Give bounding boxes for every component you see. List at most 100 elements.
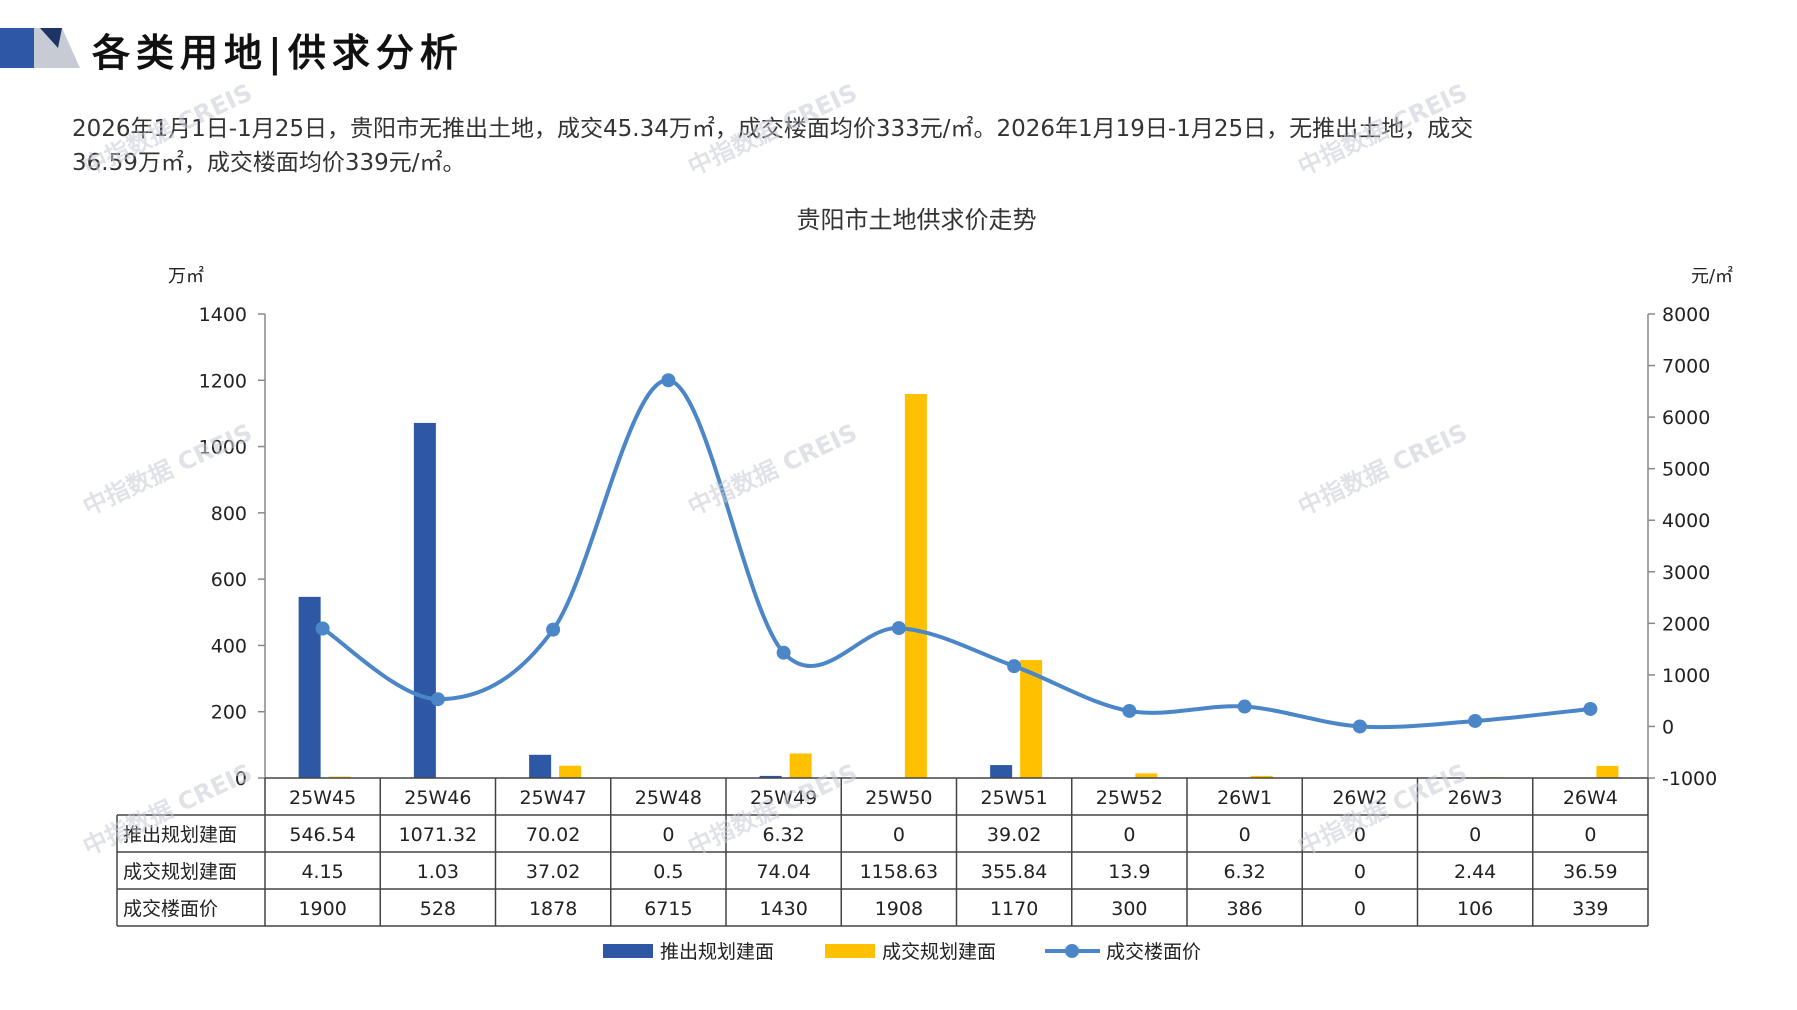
category-label: 25W49 [750,787,817,809]
bar-supply [759,775,782,778]
chart-container: 贵阳市土地供求价走势 万㎡ 元/㎡ 0 200 400 600 800 1000 1200 1400… [0,190,1797,990]
y-left-tick-label: 1000 [199,437,247,459]
table-cell: 70.02 [526,824,580,846]
bar-supply [298,596,321,778]
y-right-tick-label: 5000 [1662,459,1710,481]
table-cell: 386 [1226,898,1262,920]
summary-line-1: 2026年1月1日-1月25日，贵阳市无推出土地，成交45.34万㎡，成交楼面均… [72,116,1474,142]
table-cell: 74.04 [756,861,810,883]
table-cell: 0 [1354,861,1366,883]
category-label: 25W52 [1096,787,1163,809]
legend-label-supply: 推出规划建面 [660,941,774,963]
y-right-tick-label: 3000 [1662,562,1710,584]
table-row-header: 成交规划建面 [123,861,237,883]
brand-mark-icon [0,28,80,68]
legend-label-deal: 成交规划建面 [882,941,996,963]
table-cell: 339 [1572,898,1608,920]
category-label: 25W48 [635,787,702,809]
y-left-tick-label: 1200 [199,370,247,392]
table-cell: 4.15 [301,861,343,883]
table-cell: 1900 [298,898,346,920]
table-cell: 0 [1354,898,1366,920]
bar-supply [529,754,552,778]
price-point [1468,713,1483,728]
table-cell: 1170 [990,898,1038,920]
category-label: 25W46 [404,787,471,809]
price-point [1007,659,1022,674]
table-cell: 546.54 [289,824,355,846]
bar-deal [1596,765,1619,778]
price-point [661,373,676,388]
price-point [891,621,906,636]
page-title: 各类用地|供求分析 [92,30,464,75]
price-point [776,645,791,660]
y-left-tick-label: 0 [235,768,247,790]
table-cell: 355.84 [981,861,1047,883]
table-cell: 6.32 [762,824,804,846]
category-label: 25W47 [520,787,587,809]
price-point [430,692,445,707]
table-cell: 1071.32 [399,824,478,846]
table-cell: 0 [662,824,674,846]
table-cell: 1158.63 [860,861,939,883]
category-label: 26W3 [1448,787,1503,809]
legend-label-price: 成交楼面价 [1106,941,1201,963]
table-cell: 6715 [644,898,692,920]
table-cell: 0 [1239,824,1251,846]
category-label: 26W4 [1563,787,1618,809]
y-right-tick-label: 0 [1662,716,1674,738]
table-cell: 37.02 [526,861,580,883]
table-cell: 2.44 [1454,861,1496,883]
category-label: 25W50 [865,787,932,809]
table-cell: 0.5 [653,861,683,883]
y-right-tick-label: 6000 [1662,407,1710,429]
table-cell: 528 [420,898,456,920]
y-left-tick-label: 200 [211,702,247,724]
price-line [321,378,1591,730]
category-label: 25W45 [289,787,356,809]
table-cell: 0 [1584,824,1596,846]
y-axis-left-label: 万㎡ [168,265,204,287]
price-point [1237,699,1252,714]
table-cell: 1878 [529,898,577,920]
table-cell: 39.02 [987,824,1041,846]
category-label: 26W2 [1332,787,1387,809]
table-cell: 0 [1354,824,1366,846]
y-right-tick-label: 1000 [1662,665,1710,687]
table-cell: 1430 [759,898,807,920]
price-point [1122,703,1137,718]
table-cell: 13.9 [1108,861,1150,883]
y-right-tick-label: 7000 [1662,356,1710,378]
table-cell: 1.03 [417,861,459,883]
table-cell: 1908 [875,898,923,920]
price-point [315,621,330,636]
price-point [546,622,561,637]
legend-swatch-deal [825,944,875,958]
price-point [1352,719,1367,734]
category-label: 25W51 [981,787,1048,809]
table-cell: 6.32 [1223,861,1265,883]
y-right-tick-label: 2000 [1662,613,1710,635]
summary-text: 2026年1月1日-1月25日，贵阳市无推出土地，成交45.34万㎡，成交楼面均… [72,112,1712,180]
table-row-header: 成交楼面价 [123,898,218,920]
legend-marker-price [1065,944,1079,958]
bar-deal [904,393,927,778]
price-point [1583,701,1598,716]
table-cell: 106 [1457,898,1493,920]
page-header: 各类用地|供求分析 [0,20,1797,80]
chart-title: 贵阳市土地供求价走势 [797,206,1037,234]
bar-supply [413,422,436,778]
table-cell: 300 [1111,898,1147,920]
y-right-tick-label: -1000 [1662,768,1717,790]
table-cell: 36.59 [1563,861,1617,883]
bar-deal [789,753,812,778]
category-label: 26W1 [1217,787,1272,809]
y-left-tick-label: 1400 [199,304,247,326]
bar-supply [990,765,1013,778]
y-left-tick-label: 600 [211,569,247,591]
y-right-tick-label: 4000 [1662,510,1710,532]
bar-deal [1135,773,1158,778]
table-row-header: 推出规划建面 [123,824,237,846]
bar-deal [1020,660,1043,778]
table-cell: 0 [1469,824,1481,846]
